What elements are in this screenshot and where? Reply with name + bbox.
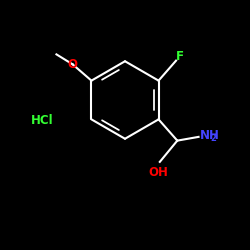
Text: 2: 2 [210, 134, 216, 143]
Text: OH: OH [148, 166, 169, 179]
Text: F: F [176, 50, 184, 63]
Text: O: O [68, 58, 78, 71]
Text: NH: NH [200, 129, 220, 142]
Text: HCl: HCl [31, 114, 54, 126]
